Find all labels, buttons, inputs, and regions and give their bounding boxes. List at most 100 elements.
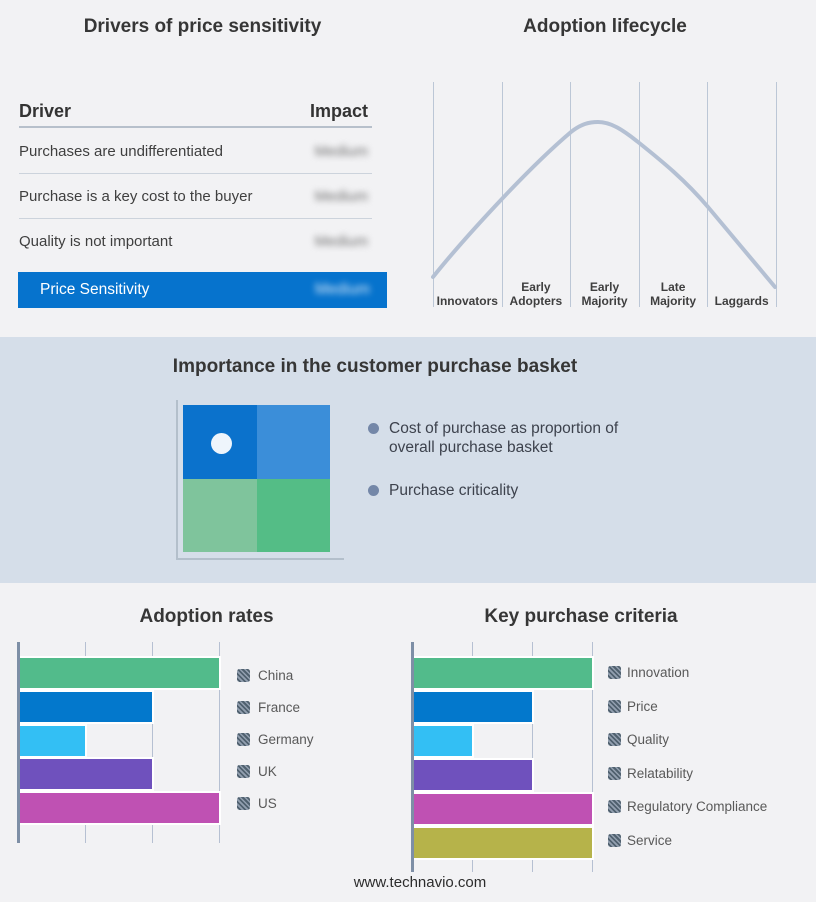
chart-gridline bbox=[219, 642, 220, 843]
driver-row: Quality is not important Medium bbox=[19, 219, 372, 263]
legend-item: Service bbox=[608, 833, 672, 848]
purchase-basket-title: Importance in the customer purchase bask… bbox=[172, 356, 578, 377]
lifecycle-stage-label: Late Majority bbox=[650, 280, 697, 308]
bar-price bbox=[414, 690, 534, 724]
driver-cell: Purchases are undifferentiated bbox=[19, 142, 224, 160]
driver-row: Purchase is a key cost to the buyer Mediu… bbox=[19, 174, 372, 219]
chart-y-axis bbox=[17, 642, 20, 843]
footer-url: www.technavio.com bbox=[353, 874, 487, 891]
drivers-panel: Drivers of price sensitivity Driver Impa… bbox=[18, 0, 387, 330]
bullet-item: Cost of purchase as proportion of overal… bbox=[368, 419, 639, 457]
legend-item: Price bbox=[608, 699, 658, 714]
bar-service bbox=[414, 826, 594, 860]
legend-item: UK bbox=[237, 764, 277, 779]
legend-item: France bbox=[237, 700, 300, 715]
lifecycle-gridline bbox=[776, 82, 777, 307]
legend-item: US bbox=[237, 796, 277, 811]
lifecycle-stage-label: Innovators bbox=[436, 294, 498, 308]
purchase-basket-quadrant bbox=[183, 405, 330, 552]
bullet-text: Purchase criticality bbox=[389, 482, 519, 499]
bell-curve-path bbox=[431, 119, 777, 289]
bar-relatability bbox=[414, 758, 534, 792]
lifecycle-gridline bbox=[707, 82, 709, 307]
impact-value-blurred: Medium bbox=[314, 232, 368, 250]
adoption-rates-chart: China France Germany UK US bbox=[17, 642, 397, 857]
price-sensitivity-row: Price Sensitivity Medium bbox=[18, 272, 387, 308]
column-header-driver: Driver bbox=[19, 100, 72, 121]
quadrant-y-axis bbox=[176, 400, 178, 560]
hatch-swatch-icon bbox=[608, 833, 621, 847]
adoption-rates-title: Adoption rates bbox=[139, 606, 274, 627]
impact-value-blurred: Medium bbox=[314, 187, 368, 205]
lifecycle-panel: Adoption lifecycle Innovators Early Adopt… bbox=[431, 0, 779, 330]
position-marker-dot bbox=[211, 433, 232, 454]
bar-us bbox=[20, 791, 221, 826]
hatch-swatch-icon bbox=[608, 800, 621, 813]
quadrant-bottom-right bbox=[256, 478, 330, 552]
lifecycle-stage-label: Early Majority bbox=[581, 280, 628, 308]
legend-item: Regulatory Compliance bbox=[608, 799, 767, 814]
bar-regulatory-compliance bbox=[414, 792, 594, 826]
legend-label: Germany bbox=[258, 732, 314, 747]
lifecycle-gridline bbox=[638, 82, 640, 307]
bar-china bbox=[20, 656, 221, 690]
lifecycle-stage-label: Early Adopters bbox=[509, 280, 563, 308]
column-header-impact: Impact bbox=[309, 100, 368, 121]
impact-value-blurred: Medium bbox=[314, 142, 368, 160]
legend-label: Regulatory Compliance bbox=[627, 799, 768, 814]
legend-label: France bbox=[258, 700, 301, 715]
price-sensitivity-label: Price Sensitivity bbox=[40, 281, 150, 298]
bar-france bbox=[20, 689, 154, 724]
quadrant-bottom-left bbox=[183, 478, 257, 552]
drivers-title: Drivers of price sensitivity bbox=[83, 16, 322, 37]
bullet-item: Purchase criticality bbox=[368, 481, 639, 500]
hatch-swatch-icon bbox=[237, 765, 250, 778]
lifecycle-title: Adoption lifecycle bbox=[523, 16, 687, 37]
lifecycle-curve bbox=[431, 119, 777, 289]
legend-label: Quality bbox=[627, 732, 670, 747]
bar-innovation bbox=[414, 656, 594, 690]
drivers-table-header: Driver Impact bbox=[19, 96, 372, 128]
legend-label: US bbox=[258, 796, 277, 811]
purchase-basket-bullets: Cost of purchase as proportion of overal… bbox=[368, 419, 639, 500]
driver-cell: Quality is not important bbox=[19, 232, 173, 250]
hatch-swatch-icon bbox=[608, 733, 621, 746]
legend-label: Innovation bbox=[627, 665, 690, 680]
quadrant-top-right bbox=[256, 405, 330, 479]
legend-item: Germany bbox=[237, 732, 314, 747]
legend-label: China bbox=[258, 668, 294, 683]
hatch-swatch-icon bbox=[237, 733, 250, 746]
price-sensitivity-impact-blurred: Medium bbox=[314, 281, 370, 298]
legend-item: Relatability bbox=[608, 766, 693, 781]
quadrant-x-axis bbox=[176, 558, 344, 560]
drivers-table-body: Purchases are undifferentiated Medium Purc… bbox=[19, 129, 372, 263]
legend-label: UK bbox=[258, 764, 277, 779]
hatch-swatch-icon bbox=[237, 797, 250, 810]
legend-label: Relatability bbox=[627, 765, 694, 781]
bullet-icon bbox=[368, 485, 379, 496]
lifecycle-gridline bbox=[570, 82, 572, 307]
chart-y-axis bbox=[411, 642, 414, 872]
driver-row: Purchases are undifferentiated Medium bbox=[19, 129, 372, 174]
bar-quality bbox=[414, 724, 474, 758]
quadrant-top-left bbox=[183, 405, 257, 479]
bar-uk bbox=[20, 757, 154, 792]
chart-gridline bbox=[532, 642, 533, 872]
chart-gridline bbox=[152, 642, 153, 843]
legend-label: Service bbox=[627, 832, 673, 848]
bar-germany bbox=[20, 723, 87, 758]
chart-gridline bbox=[592, 642, 593, 872]
legend-item: Quality bbox=[608, 732, 669, 747]
lifecycle-chart: Innovators Early Adopters Early Majority La… bbox=[431, 80, 779, 308]
key-purchase-criteria-title: Key purchase criteria bbox=[484, 606, 678, 627]
hatch-swatch-icon bbox=[237, 669, 250, 682]
key-purchase-criteria-chart: Innovation Price Quality Relatability Regula… bbox=[411, 642, 811, 882]
bullet-text: Cost of purchase as proportion of overal… bbox=[389, 420, 619, 456]
lifecycle-stage-label: Laggards bbox=[714, 294, 769, 308]
lifecycle-gridline bbox=[501, 82, 503, 307]
hatch-swatch-icon bbox=[608, 766, 621, 780]
legend-label: Price bbox=[627, 698, 658, 714]
hatch-swatch-icon bbox=[608, 699, 621, 713]
lifecycle-gridline bbox=[433, 82, 434, 307]
